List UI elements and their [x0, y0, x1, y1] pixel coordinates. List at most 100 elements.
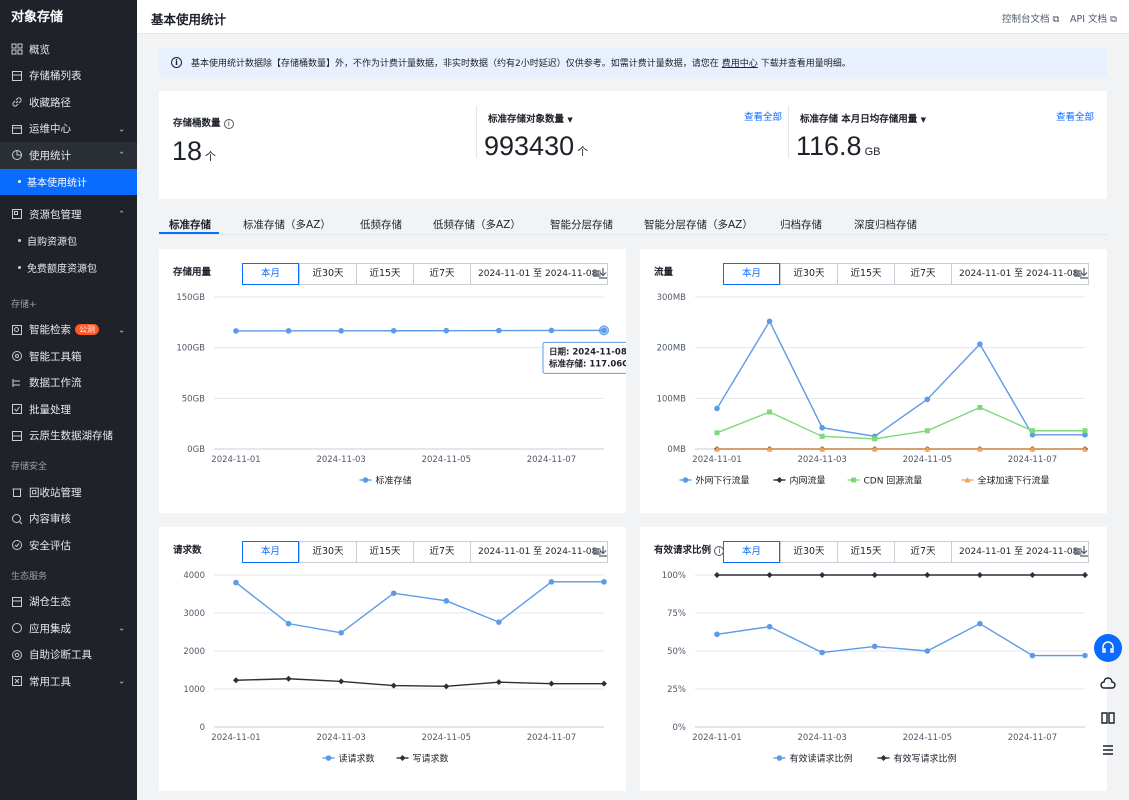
- date-range-value: 2024-11-01 至 2024-11-08: [959, 547, 1079, 557]
- range-15-days-button[interactable]: 近15天: [837, 541, 894, 563]
- checklist-icon: [11, 403, 23, 415]
- data-point: [443, 683, 450, 690]
- traffic-chart: 0MB 100MB 200MB 300MB 2024-11-01 2024-11-03 20…: [657, 293, 1088, 487]
- sidebar-item-lakehouse[interactable]: 湖仓生态: [0, 589, 137, 616]
- pie-chart-icon: [11, 149, 23, 161]
- sidebar-item-diagnose[interactable]: 自助诊断工具: [0, 642, 137, 669]
- trash-icon: [11, 486, 23, 498]
- download-icon[interactable]: [1078, 266, 1090, 280]
- range-this-month-button[interactable]: 本月: [242, 263, 299, 285]
- sidebar-item-label: 内容审核: [29, 513, 71, 526]
- download-icon[interactable]: [597, 266, 609, 280]
- info-circle-icon[interactable]: i: [223, 119, 234, 129]
- tab-archive[interactable]: 归档存储: [780, 219, 822, 231]
- caret-down-icon[interactable]: ▼: [920, 116, 927, 124]
- range-this-month-button[interactable]: 本月: [723, 541, 780, 563]
- x-tick-label: 2024-11-01: [692, 733, 741, 743]
- toolbox-icon: [11, 350, 23, 362]
- integration-icon: [11, 622, 23, 634]
- sidebar-item-datalake[interactable]: 云原生数据湖存储: [0, 423, 137, 450]
- tab-standard-multi-az[interactable]: 标准存储（多AZ）: [243, 219, 331, 231]
- legend-marker: [964, 477, 971, 483]
- view-all-objects-link[interactable]: 查看全部: [744, 112, 783, 123]
- download-icon[interactable]: [597, 544, 609, 558]
- chevron-up-icon: ⌃: [118, 209, 125, 219]
- valid-ratio-chart: 0% 25% 50% 75% 100% 2024-11-01 2024-11-03 2024-…: [662, 571, 1088, 765]
- legend-label: 写请求数: [413, 753, 449, 765]
- sidebar-item-toolbox[interactable]: 智能工具箱: [0, 343, 137, 370]
- date-range-picker[interactable]: 2024-11-01 至 2024-11-08 ▦: [470, 541, 608, 563]
- chevron-down-icon: ⌄: [118, 325, 125, 335]
- range-15-days-button[interactable]: 近15天: [356, 263, 413, 285]
- sidebar-item-recycle[interactable]: 回收站管理: [0, 479, 137, 506]
- range-30-days-button[interactable]: 近30天: [299, 263, 356, 285]
- range-this-month-button[interactable]: 本月: [242, 541, 299, 563]
- cloud-icon: [1100, 677, 1116, 689]
- date-range-picker[interactable]: 2024-11-01 至 2024-11-08 ▦: [951, 263, 1089, 285]
- sidebar-item-batch[interactable]: 批量处理: [0, 396, 137, 423]
- docs-button[interactable]: [1094, 704, 1122, 732]
- download-icon[interactable]: [1078, 544, 1090, 558]
- view-all-usage-link[interactable]: 查看全部: [1056, 112, 1095, 123]
- sidebar-item-label: 资源包管理: [29, 208, 82, 221]
- data-point: [443, 327, 450, 334]
- sidebar-item-label: 云原生数据湖存储: [29, 430, 113, 443]
- range-15-days-button[interactable]: 近15天: [356, 541, 413, 563]
- console-docs-link[interactable]: 控制台文档 ⧉: [1002, 11, 1059, 25]
- tab-intelligent-tiering-multi-az[interactable]: 智能分层存储（多AZ）: [644, 219, 753, 231]
- legend-marker: [682, 477, 689, 483]
- sidebar-item-label: 使用统计: [29, 149, 71, 162]
- sidebar-item-workflow[interactable]: 数据工作流: [0, 370, 137, 397]
- caret-down-icon[interactable]: ▼: [567, 116, 573, 124]
- range-7-days-button[interactable]: 近7天: [894, 263, 951, 285]
- chart-title-label: 有效请求比例: [654, 545, 712, 556]
- data-point: [819, 572, 826, 578]
- y-tick-label: 75%: [667, 609, 686, 619]
- database-icon: [11, 430, 23, 442]
- object-count-stat: 标准存储对象数量 ▼ 993430 个 查看全部: [477, 91, 788, 199]
- billing-center-link[interactable]: 费用中心: [721, 59, 758, 69]
- tab-infrequent[interactable]: 低频存储: [360, 219, 402, 231]
- sidebar-item-overview[interactable]: 概览: [0, 36, 137, 63]
- sidebar-item-buckets[interactable]: 存储桶列表: [0, 63, 137, 90]
- tab-infrequent-multi-az[interactable]: 低频存储（多AZ）: [433, 219, 521, 231]
- menu-button[interactable]: [1094, 736, 1122, 764]
- sidebar-item-basic-stats[interactable]: 基本使用统计: [0, 168, 137, 195]
- sidebar-item-usage-stats[interactable]: 使用统计 ⌃: [0, 142, 137, 169]
- sidebar-item-assessment[interactable]: 安全评估: [0, 532, 137, 559]
- data-point: [1082, 572, 1088, 578]
- range-30-days-button[interactable]: 近30天: [299, 541, 356, 563]
- data-point: [871, 572, 878, 578]
- range-7-days-button[interactable]: 近7天: [413, 263, 470, 285]
- x-tick-label: 2024-11-07: [1008, 733, 1057, 743]
- cloud-assistant-button[interactable]: [1094, 670, 1122, 698]
- y-tick-label: 50GB: [182, 394, 205, 404]
- tab-standard[interactable]: 标准存储: [169, 219, 211, 231]
- range-30-days-button[interactable]: 近30天: [780, 541, 837, 563]
- legend-label: 有效读请求比例: [790, 753, 853, 765]
- support-button[interactable]: [1094, 634, 1122, 662]
- range-15-days-button[interactable]: 近15天: [837, 263, 894, 285]
- sidebar-item-smart-search[interactable]: 智能检索 公测 ⌄: [0, 317, 137, 344]
- date-range-picker[interactable]: 2024-11-01 至 2024-11-08 ▦: [951, 541, 1089, 563]
- api-docs-link[interactable]: API 文档 ⧉: [1070, 11, 1117, 25]
- tab-deep-archive[interactable]: 深度归档存储: [854, 219, 917, 231]
- tab-intelligent-tiering[interactable]: 智能分层存储: [550, 219, 613, 231]
- bullet-dot: [18, 265, 21, 269]
- sidebar-item-review[interactable]: 内容审核: [0, 506, 137, 533]
- x-tick-label: 2024-11-05: [903, 733, 952, 743]
- sidebar-item-resource-packs[interactable]: 资源包管理 ⌃: [0, 201, 137, 228]
- sidebar-item-tools[interactable]: 常用工具 ⌄: [0, 668, 137, 695]
- sidebar-item-ops[interactable]: 运维中心 ⌄: [0, 116, 137, 143]
- date-range-picker[interactable]: 2024-11-01 至 2024-11-08 ▦: [470, 263, 608, 285]
- legend-label: CDN 回源流量: [864, 475, 923, 487]
- sidebar-item-integration[interactable]: 应用集成 ⌄: [0, 615, 137, 642]
- range-7-days-button[interactable]: 近7天: [894, 541, 951, 563]
- range-7-days-button[interactable]: 近7天: [413, 541, 470, 563]
- range-30-days-button[interactable]: 近30天: [780, 263, 837, 285]
- sidebar-item-purchased-packs[interactable]: 自购资源包: [0, 228, 137, 255]
- sidebar-item-favorites[interactable]: 收藏路径: [0, 89, 137, 116]
- y-tick-label: 100%: [662, 571, 686, 581]
- range-this-month-button[interactable]: 本月: [723, 263, 780, 285]
- sidebar-item-free-packs[interactable]: 免费额度资源包: [0, 254, 137, 281]
